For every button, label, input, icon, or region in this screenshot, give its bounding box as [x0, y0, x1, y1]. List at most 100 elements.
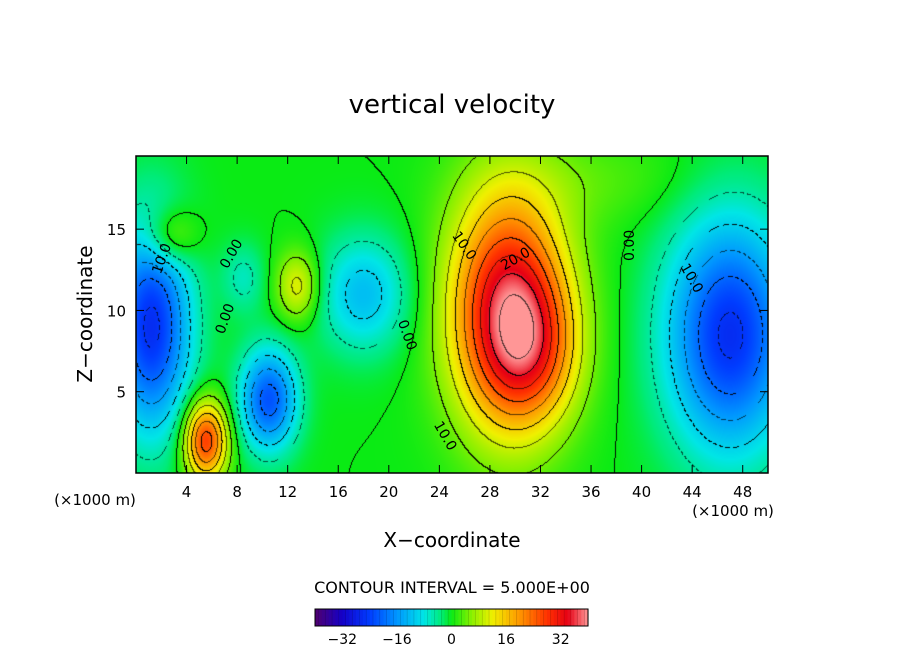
colorbar-cell	[403, 609, 408, 626]
colorbar-cell	[393, 608, 398, 627]
x-tick-label: 44	[683, 483, 702, 501]
x-tick-label: 12	[278, 483, 297, 501]
colorbar-cell	[550, 608, 555, 627]
colorbar-cell	[560, 609, 565, 626]
colorbar-cell	[328, 609, 333, 626]
colorbar-cell	[506, 609, 510, 626]
colorbar-cell	[427, 608, 432, 627]
colorbar-tick-label: 16	[497, 632, 515, 648]
colorbar-cell	[355, 609, 360, 626]
colorbar-cell	[447, 608, 453, 627]
x-tick-label: 24	[430, 483, 449, 501]
velocity-field	[136, 156, 768, 473]
colorbar-cell	[335, 609, 340, 626]
colorbar-cell	[400, 608, 405, 627]
colorbar-cell	[516, 608, 521, 627]
colorbar-cell	[441, 608, 446, 627]
colorbar-cell	[359, 608, 364, 627]
contour-label: 0.00	[622, 230, 638, 261]
colorbar-cell	[315, 609, 319, 626]
colorbar-cell	[509, 608, 514, 627]
colorbar-cell	[458, 609, 463, 626]
colorbar: −32 −16 0 16 32	[314, 608, 589, 648]
y-tick-label: 5	[116, 384, 126, 402]
colorbar-cell	[383, 609, 388, 626]
colorbar-cell	[318, 608, 323, 627]
colorbar-cell	[431, 609, 435, 626]
colorbar-cell	[492, 609, 497, 626]
colorbar-cell	[563, 608, 569, 627]
colorbar-cell	[468, 608, 473, 627]
y-tick-label: 15	[107, 221, 126, 239]
colorbar-cell	[362, 609, 367, 626]
colorbar-cell	[488, 608, 494, 627]
x-tick-label: 16	[329, 483, 348, 501]
x-tick-label: 36	[581, 483, 600, 501]
colorbar-cell	[372, 608, 378, 627]
colorbar-cell	[553, 609, 558, 626]
colorbar-cell	[365, 608, 371, 627]
colorbar-cell	[478, 609, 483, 626]
colorbar-cell	[437, 609, 442, 626]
x-axis-ticks: 4 8 12 16 20 24 28 32 36 40 44 48	[182, 156, 752, 501]
colorbar-tick-label: −16	[382, 632, 412, 648]
colorbar-tick-label: 0	[447, 632, 456, 648]
chart-title: vertical velocity	[349, 90, 556, 120]
y-axis-ticks: 5 10 15	[107, 221, 768, 402]
colorbar-cell	[338, 608, 343, 627]
x-tick-label: 20	[379, 483, 398, 501]
x-tick-label: 40	[632, 483, 651, 501]
colorbar-cell	[533, 609, 538, 626]
colorbar-cell	[420, 608, 425, 627]
colorbar-cell	[406, 608, 412, 627]
colorbar-cell	[413, 608, 419, 627]
colorbar-cell	[434, 608, 439, 627]
colorbar-cell	[345, 608, 350, 627]
colorbar-cell	[369, 609, 374, 626]
colorbar-cell	[577, 608, 582, 627]
x-tick-label: 28	[480, 483, 499, 501]
colorbar-cell	[471, 609, 476, 626]
colorbar-cell	[454, 608, 459, 627]
colorbar-cell	[352, 608, 357, 627]
colorbar-tick-label: 32	[552, 632, 570, 648]
colorbar-cell	[475, 608, 480, 627]
colorbar-cell	[574, 609, 579, 626]
colorbar-cell	[451, 609, 456, 626]
x-axis-label: X−coordinate	[383, 528, 520, 552]
colorbar-cell	[495, 608, 500, 627]
colorbar-cell	[543, 608, 548, 627]
x-tick-label: 8	[232, 483, 242, 501]
colorbar-cell	[485, 609, 490, 626]
colorbar-cell	[396, 609, 401, 626]
colorbar-cell	[547, 609, 551, 626]
colorbar-cell	[519, 609, 524, 626]
colorbar-cell	[536, 608, 541, 627]
colorbar-tick-label: −32	[328, 632, 358, 648]
colorbar-cell	[417, 609, 422, 626]
colorbar-cell	[526, 609, 531, 626]
colorbar-cell	[570, 608, 575, 627]
colorbar-cell	[512, 609, 517, 626]
colorbar-cell	[376, 609, 381, 626]
colorbar-cell	[331, 608, 337, 627]
y-axis-label: Z−coordinate	[73, 245, 97, 382]
colorbar-cell	[342, 609, 347, 626]
colorbar-cell	[444, 609, 449, 626]
y-tick-label: 10	[107, 302, 126, 320]
colorbar-cell	[557, 608, 562, 627]
colorbar-cell	[386, 608, 391, 627]
plot-frame	[135, 155, 769, 474]
x-tick-label: 48	[733, 483, 752, 501]
colorbar-cell	[502, 608, 507, 627]
colorbar-cell	[465, 609, 469, 626]
contour-interval-note: CONTOUR INTERVAL = 5.000E+00	[314, 578, 590, 597]
colorbar-cell	[321, 609, 326, 626]
x-tick-label: 32	[531, 483, 550, 501]
colorbar-cell	[567, 609, 572, 626]
colorbar-cell	[410, 609, 415, 626]
colorbar-cell	[379, 608, 384, 627]
colorbar-cell	[424, 609, 429, 626]
